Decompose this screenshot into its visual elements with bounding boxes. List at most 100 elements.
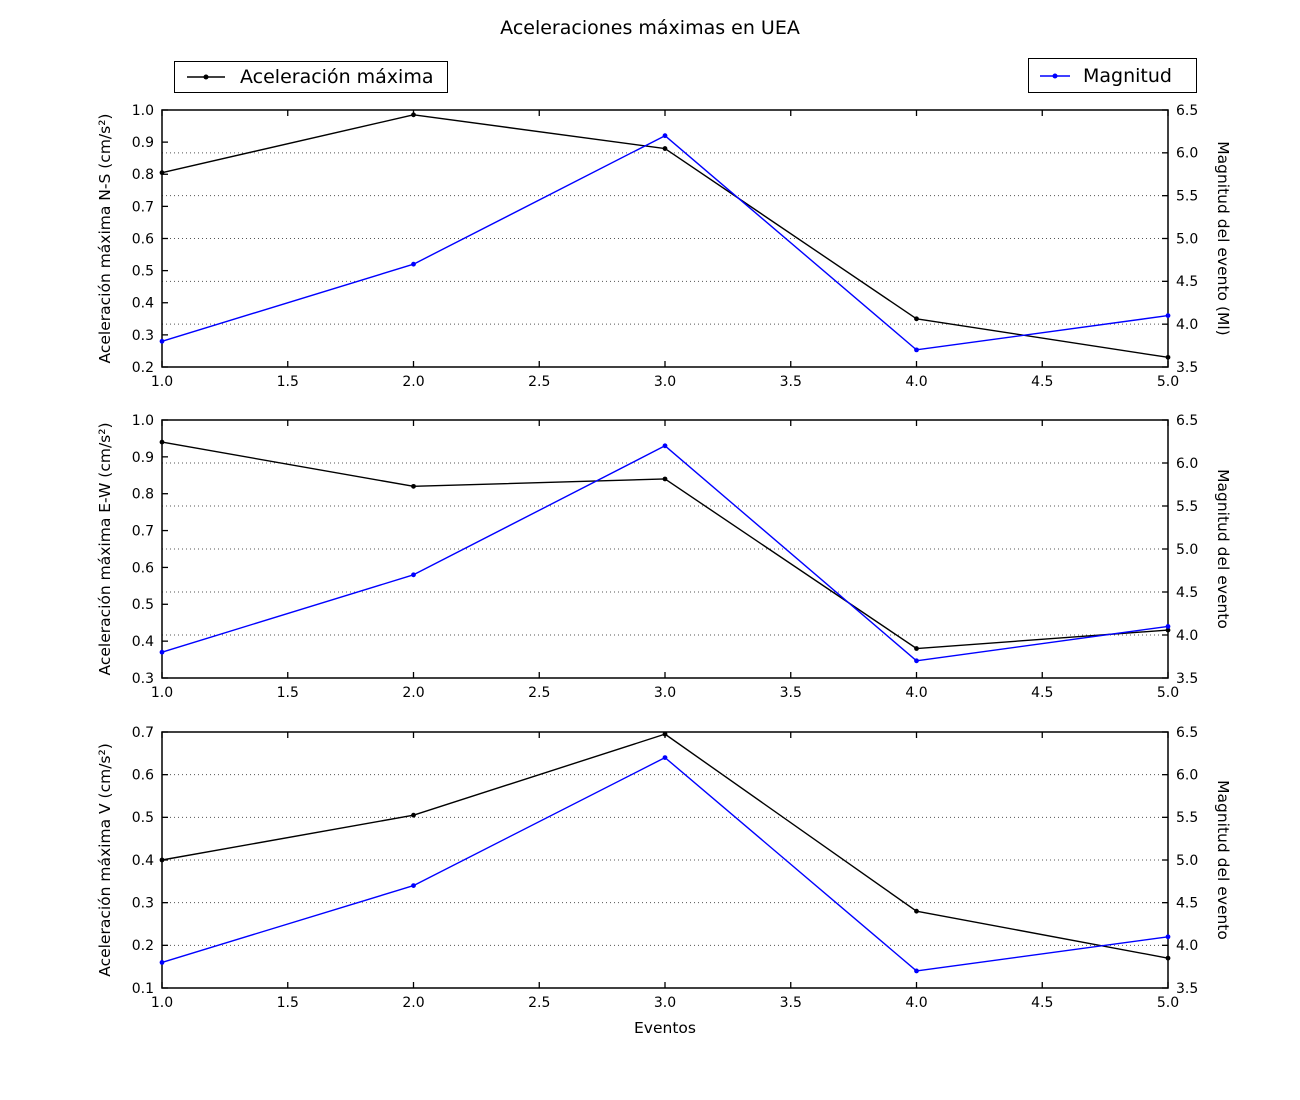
x-axis-label: Eventos [634, 1019, 696, 1037]
series-line-aceleracion [161, 733, 1169, 959]
x-tick-label: 2.5 [528, 374, 550, 390]
x-tick-label: 5.0 [1157, 685, 1179, 701]
y-tick-label: 0.8 [132, 487, 154, 503]
y-tick-label: 1.0 [132, 103, 154, 119]
y2-tick-label: 4.5 [1176, 274, 1198, 290]
data-point-marker [411, 572, 416, 578]
data-point-marker [1165, 627, 1171, 633]
y-tick-label: 0.3 [132, 328, 154, 344]
legend-line-sample-blue [1040, 73, 1070, 78]
y-tick-label: 0.4 [132, 634, 154, 650]
data-point-marker [1165, 313, 1171, 318]
y-tick-label: 0.7 [132, 199, 154, 215]
x-tick-label: 4.5 [1031, 995, 1053, 1011]
data-point-marker [662, 443, 668, 449]
y-tick-label: 0.4 [132, 853, 154, 869]
y2-tick-label: 6.5 [1176, 103, 1198, 119]
x-tick-label: 4.5 [1031, 685, 1053, 701]
y2-tick-label: 3.5 [1176, 981, 1198, 997]
y-tick-label: 0.5 [132, 597, 154, 613]
y2-tick-label: 5.5 [1176, 810, 1198, 826]
chart-title: Aceleraciones máximas en UEA [500, 17, 800, 39]
y-tick-label: 0.7 [132, 725, 154, 741]
y2-tick-label: 5.5 [1176, 499, 1198, 515]
x-tick-label: 3.0 [654, 995, 676, 1011]
y-tick-label: 0.9 [132, 450, 154, 466]
y2-tick-label: 5.0 [1176, 853, 1198, 869]
data-point-marker [914, 968, 919, 974]
y2-tick-label: 6.5 [1176, 413, 1198, 429]
x-tick-label: 3.5 [780, 995, 802, 1011]
y-tick-label: 0.1 [132, 981, 154, 997]
data-point-marker [662, 133, 668, 139]
x-tick-label: 5.0 [1157, 374, 1179, 390]
y2-tick-label: 6.0 [1176, 146, 1198, 162]
x-tick-label: 3.0 [654, 685, 676, 701]
data-point-marker [411, 483, 416, 489]
y-tick-label: 0.3 [132, 671, 154, 687]
data-point-marker [159, 170, 165, 176]
data-point-marker [159, 857, 165, 863]
y-axis-label: Aceleración máxima E-W (cm/s²) [96, 422, 114, 675]
x-tick-label: 2.5 [528, 685, 550, 701]
y2-tick-label: 3.5 [1176, 671, 1198, 687]
series-line-magnitud [161, 756, 1169, 972]
x-tick-label: 1.0 [151, 685, 173, 701]
y2-tick-label: 6.5 [1176, 725, 1198, 741]
data-point-marker [914, 658, 919, 664]
y2-tick-label: 6.0 [1176, 768, 1198, 784]
x-tick-label: 1.0 [151, 995, 173, 1011]
y-tick-label: 0.2 [132, 360, 154, 376]
x-tick-label: 4.0 [905, 374, 927, 390]
y-tick-label: 0.9 [132, 135, 154, 151]
data-point-marker [1165, 955, 1171, 961]
axis-frame [161, 419, 1169, 679]
x-tick-label: 4.5 [1031, 374, 1053, 390]
y2-tick-label: 4.0 [1176, 628, 1198, 644]
y2-tick-label: 3.5 [1176, 360, 1198, 376]
legend-line-sample-black [187, 74, 225, 80]
x-tick-label: 3.5 [780, 685, 802, 701]
data-point-marker [411, 261, 416, 267]
y-axis-label: Aceleración máxima N-S (cm/s²) [96, 114, 114, 364]
y-tick-label: 0.5 [132, 810, 154, 826]
x-tick-label: 5.0 [1157, 995, 1179, 1011]
y2-tick-label: 4.0 [1176, 317, 1198, 333]
data-point-marker [662, 755, 668, 760]
x-tick-label: 2.0 [402, 685, 424, 701]
y-tick-label: 0.7 [132, 523, 154, 539]
y-tick-label: 0.6 [132, 768, 154, 784]
data-point-marker [159, 649, 165, 655]
series-line-aceleracion [161, 114, 1169, 359]
y-tick-label: 0.6 [132, 231, 154, 247]
y2-tick-label: 4.5 [1176, 585, 1198, 601]
y2-tick-label: 5.0 [1176, 542, 1198, 558]
x-tick-label: 1.5 [277, 685, 299, 701]
y2-tick-label: 5.0 [1176, 231, 1198, 247]
y2-axis-label: Magnitud del evento (Ml) [1214, 141, 1232, 335]
legend-label-magnitud: Magnitud [1083, 64, 1172, 87]
y2-tick-label: 5.5 [1176, 189, 1198, 205]
series-line-magnitud [161, 134, 1169, 351]
data-point-marker [1165, 354, 1171, 360]
legend-aceleracion: Aceleración máxima [174, 61, 448, 93]
data-point-marker [662, 476, 668, 482]
y2-tick-label: 6.0 [1176, 456, 1198, 472]
x-tick-label: 1.5 [277, 995, 299, 1011]
data-point-marker [411, 883, 416, 888]
x-tick-label: 3.0 [654, 374, 676, 390]
data-point-marker [1165, 624, 1171, 629]
data-point-marker [1165, 934, 1171, 940]
data-point-marker [159, 338, 165, 344]
data-point-marker [914, 908, 919, 914]
legend-label-aceleracion: Aceleración máxima [240, 66, 434, 88]
data-point-marker [662, 731, 668, 737]
data-point-marker [914, 646, 919, 651]
data-point-marker [411, 812, 416, 818]
y-tick-label: 1.0 [132, 413, 154, 429]
y2-tick-label: 4.5 [1176, 896, 1198, 912]
y2-tick-label: 4.0 [1176, 938, 1198, 954]
x-tick-label: 4.0 [905, 995, 927, 1011]
